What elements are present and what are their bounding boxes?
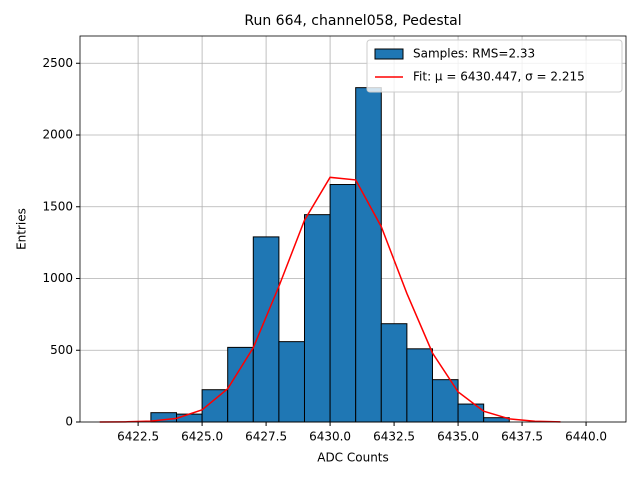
bar: [176, 413, 203, 423]
bar: [355, 87, 382, 423]
x-tick-label: 6437.5: [501, 430, 543, 444]
plot-frame: [79, 35, 627, 423]
bar: [278, 341, 305, 423]
bar: [329, 184, 357, 423]
legend-swatch: [374, 48, 404, 60]
bar: [457, 403, 485, 423]
fit-line: [99, 176, 561, 423]
x-tick-label: 6435.0: [437, 430, 479, 444]
x-tick-label: 6432.5: [373, 430, 415, 444]
x-tick-label: 6425.0: [181, 430, 223, 444]
bar: [303, 214, 331, 423]
legend-label: Fit: μ = 6430.447, σ = 2.215: [413, 70, 585, 84]
chart-title: Run 664, channel058, Pedestal: [244, 13, 461, 29]
y-tick-label: 2500: [42, 56, 73, 70]
bar: [380, 323, 408, 423]
legend-label: Samples: RMS=2.33: [413, 47, 535, 61]
y-tick-label: 1000: [42, 271, 73, 285]
legend-box: [366, 39, 623, 93]
bar: [406, 348, 433, 423]
x-tick-label: 6422.5: [117, 430, 159, 444]
bar: [252, 236, 280, 423]
x-tick-label: 6440.0: [565, 430, 607, 444]
y-tick-label: 2000: [42, 128, 73, 142]
x-tick-label: 6430.0: [309, 430, 351, 444]
y-tick-label: 1500: [42, 199, 73, 213]
x-axis-label: ADC Counts: [317, 451, 389, 465]
y-tick-label: 0: [65, 415, 73, 429]
y-axis-label: Entries: [15, 208, 29, 250]
x-tick-label: 6427.5: [245, 430, 287, 444]
y-tick-label: 500: [50, 343, 73, 357]
bar: [227, 346, 254, 423]
